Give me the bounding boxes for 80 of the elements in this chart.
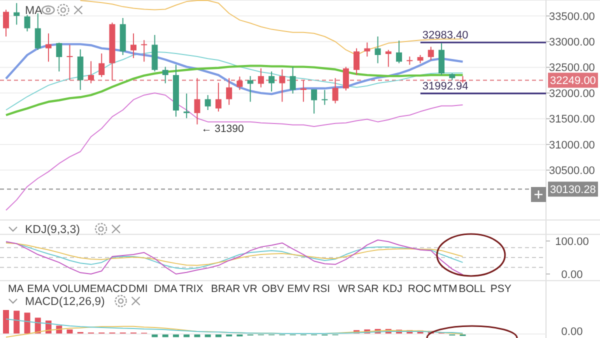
text: WR <box>338 283 356 295</box>
candlestick <box>204 94 211 110</box>
y-tick-label: 0.00 <box>561 268 583 281</box>
candlestick <box>354 48 360 76</box>
candlestick <box>385 49 392 68</box>
text: PSY <box>490 283 512 295</box>
candlestick <box>406 56 413 66</box>
candlestick <box>247 76 254 102</box>
chart-title: MA <box>25 5 43 17</box>
candlestick <box>428 46 434 61</box>
candlestick <box>162 66 168 84</box>
text: TRIX <box>179 283 204 295</box>
candlestick <box>236 76 243 90</box>
candlestick <box>34 12 41 50</box>
text: KDJ <box>382 283 402 295</box>
candlestick <box>226 78 232 106</box>
text: MA <box>8 283 24 295</box>
y-tick-label: 33500.00 <box>549 10 595 23</box>
candlestick <box>184 93 190 119</box>
candlestick <box>77 48 84 90</box>
candlestick <box>374 36 381 64</box>
candlestick <box>194 78 200 125</box>
text: MACD <box>96 283 128 295</box>
y-tick-label: 32500.00 <box>549 62 595 74</box>
candlestick <box>258 68 264 88</box>
y-tick-label: 32000.00 <box>549 88 595 100</box>
text: BRAR <box>211 283 241 295</box>
text: RSI <box>312 283 330 295</box>
text: MTM <box>433 283 458 295</box>
text: DMI <box>128 283 148 295</box>
candlestick <box>24 14 30 32</box>
candlestick <box>396 40 402 64</box>
candlestick <box>342 66 349 91</box>
line-series <box>6 92 464 211</box>
candlestick <box>3 9 9 37</box>
candlestick <box>98 52 105 78</box>
candlestick <box>300 80 306 102</box>
candlestick <box>290 66 296 94</box>
line-series <box>6 240 464 276</box>
chart-title: KDJ(9,3,3) <box>25 224 80 236</box>
candlestick <box>332 78 338 104</box>
candlestick <box>141 40 148 62</box>
candlestick <box>130 32 136 59</box>
line-series <box>6 242 464 270</box>
candlestick <box>438 42 445 76</box>
candlestick <box>311 88 318 114</box>
ref-line-label: 32249.00 <box>550 75 596 88</box>
text: SAR <box>357 283 380 295</box>
text: EMV <box>287 283 310 295</box>
chart-title: MACD(12,26,9) <box>25 296 106 308</box>
candlestick <box>66 44 73 81</box>
candlestick <box>14 2 20 26</box>
text: OBV <box>262 283 284 295</box>
y-tick-label: 33000.00 <box>549 36 595 48</box>
bar <box>3 310 9 334</box>
text: DMA <box>154 283 178 295</box>
y-tick-label: 100.00 <box>555 236 589 248</box>
candlestick <box>322 89 328 106</box>
y-tick-label: 31500.00 <box>549 114 595 126</box>
y-tick-label: 31000.00 <box>549 139 595 152</box>
annotation: ← 31390 <box>201 123 244 136</box>
text: BOLL <box>458 283 486 295</box>
candlestick <box>215 82 222 112</box>
text: ROC <box>408 283 432 295</box>
candlestick <box>268 70 275 92</box>
candlestick <box>279 68 286 102</box>
candlestick <box>364 42 370 58</box>
text: EMA <box>27 283 50 295</box>
bar <box>24 312 30 334</box>
ref-line-label: 31992.94 <box>422 80 468 92</box>
ref-line-label: 30130.28 <box>550 184 596 196</box>
line-series <box>6 242 464 266</box>
candlestick <box>88 60 94 84</box>
ref-line-label: 32983.40 <box>422 29 468 42</box>
y-tick-label: 30500.00 <box>549 164 595 177</box>
candlestick <box>56 42 62 72</box>
text: VR <box>242 283 258 295</box>
text: VOLUME <box>52 283 97 295</box>
candlestick <box>45 32 52 62</box>
bar <box>14 310 20 334</box>
